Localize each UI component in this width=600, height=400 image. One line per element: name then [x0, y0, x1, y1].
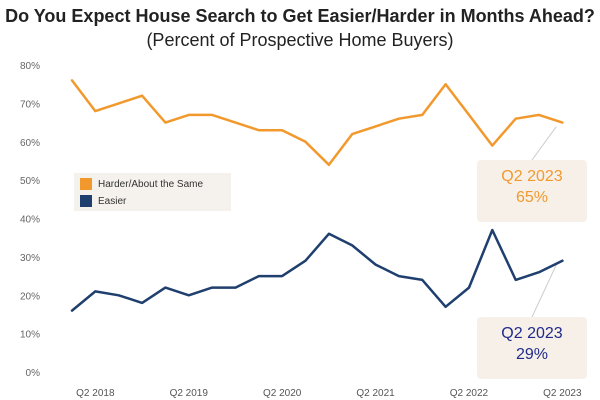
series-lines — [70, 79, 564, 312]
axes: 0% 10% 20% 30% 40% 50% 60% 70% 80% Q2 2018 Q2 2019… — [20, 61, 582, 399]
legend-label-easier: Easier — [98, 195, 127, 207]
callout-easier-period: Q2 2023 — [501, 325, 563, 342]
callout-connectors — [531, 126, 557, 318]
y-tick-label: 80% — [20, 61, 40, 72]
x-tick-label: Q2 2023 — [543, 388, 582, 399]
legend-swatch-harder — [80, 178, 92, 190]
legend-item-easier: Easier — [80, 193, 126, 209]
callout-easier-value: 29% — [515, 346, 549, 363]
callout-harder-value: 65% — [515, 189, 549, 206]
y-tick-label: 30% — [20, 253, 40, 264]
callout-connector — [531, 126, 557, 161]
callout-connector — [531, 264, 557, 318]
x-tick-label: Q2 2020 — [263, 388, 302, 399]
legend: Harder/About the Same Easier — [74, 173, 231, 211]
series-line-harder — [70, 79, 564, 167]
x-tick-label: Q2 2021 — [356, 388, 395, 399]
series-line-easier — [70, 228, 564, 312]
y-tick-label: 0% — [26, 368, 41, 379]
y-tick-label: 40% — [20, 215, 40, 226]
y-tick-label: 20% — [20, 291, 40, 302]
y-tick-label: 50% — [20, 176, 40, 187]
callout-harder: Q2 2023 65% — [477, 160, 587, 222]
callout-harder-period: Q2 2023 — [501, 168, 563, 185]
x-tick-label: Q2 2018 — [76, 388, 115, 399]
legend-label-harder: Harder/About the Same — [98, 178, 204, 190]
chart-title: Do You Expect House Search to Get Easier… — [5, 6, 595, 26]
chart-subtitle: (Percent of Prospective Home Buyers) — [146, 30, 454, 50]
legend-swatch-easier — [80, 195, 92, 207]
y-tick-label: 60% — [20, 138, 40, 149]
callout-easier: Q2 2023 29% — [477, 317, 587, 379]
legend-item-harder: Harder/About the Same — [80, 176, 203, 192]
x-tick-label: Q2 2022 — [450, 388, 489, 399]
y-tick-label: 10% — [20, 330, 40, 341]
y-tick-label: 70% — [20, 99, 40, 110]
x-tick-label: Q2 2019 — [170, 388, 209, 399]
